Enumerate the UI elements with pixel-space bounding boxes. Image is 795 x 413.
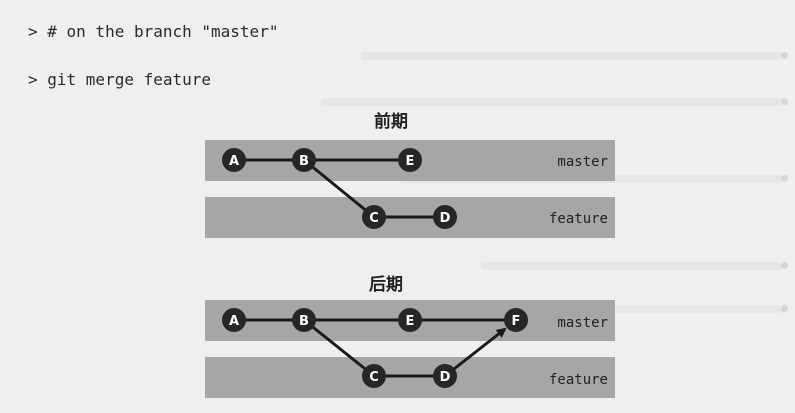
- edge-b-c: [303, 158, 375, 219]
- svg-text:B: B: [299, 154, 309, 169]
- commit-node-c: C: [362, 205, 386, 229]
- commit-node-d: D: [433, 205, 457, 229]
- background-texture: [781, 40, 791, 370]
- svg-text:A: A: [229, 314, 239, 329]
- svg-text:C: C: [369, 370, 379, 385]
- commit-node-d: D: [433, 364, 457, 388]
- commit-node-b: B: [292, 308, 316, 332]
- diagram-title-before: 前期: [374, 112, 408, 132]
- lane-label-master: master: [557, 315, 608, 331]
- svg-text:E: E: [406, 314, 415, 329]
- lane-label-feature: feature: [549, 211, 608, 227]
- svg-text:A: A: [229, 154, 239, 169]
- commit-node-a: A: [222, 308, 246, 332]
- commit-node-e: E: [398, 148, 422, 172]
- edge-b-c: [303, 318, 375, 378]
- commit-node-e: E: [398, 308, 422, 332]
- diagram-after: master feature A B E F C D: [205, 300, 615, 398]
- svg-text:D: D: [440, 370, 451, 385]
- commit-node-a: A: [222, 148, 246, 172]
- commit-node-f: F: [504, 308, 528, 332]
- svg-text:E: E: [406, 154, 415, 169]
- lane-label-feature: feature: [549, 372, 608, 388]
- merge-arrow: [444, 327, 507, 378]
- commit-node-c: C: [362, 364, 386, 388]
- command-merge: > git merge feature: [28, 70, 212, 89]
- svg-text:F: F: [512, 314, 521, 329]
- commit-node-b: B: [292, 148, 316, 172]
- command-comment: > # on the branch "master": [28, 22, 279, 41]
- diagram-title-after: 后期: [369, 275, 403, 295]
- svg-text:D: D: [440, 211, 451, 226]
- diagram-before: master feature A B E C D: [205, 140, 615, 238]
- svg-text:B: B: [299, 314, 309, 329]
- lane-label-master: master: [557, 154, 608, 170]
- svg-text:C: C: [369, 211, 379, 226]
